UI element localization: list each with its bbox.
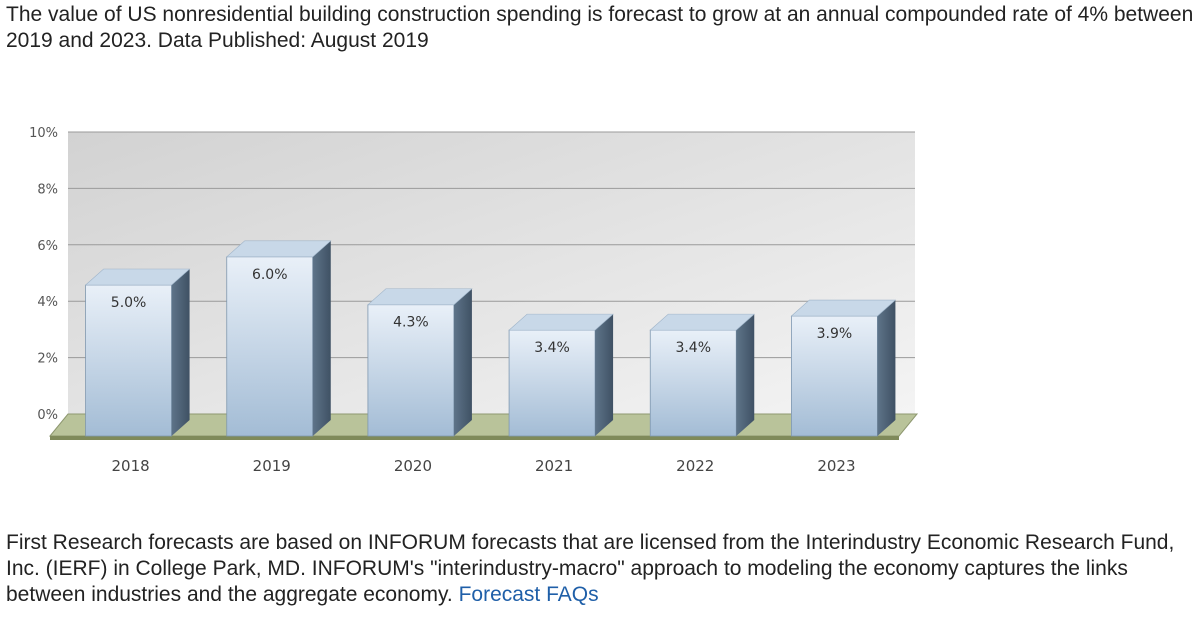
bar-top (225, 240, 332, 258)
bar-front (791, 315, 878, 437)
bar: 5.0% (84, 268, 191, 437)
y-tick-label: 4% (37, 295, 58, 310)
bar-side (736, 314, 755, 436)
bar-value-label: 4.3% (393, 315, 429, 331)
bar-value-label: 6.0% (252, 267, 288, 283)
bar-value-label: 3.4% (534, 340, 570, 356)
footer-body: First Research forecasts are based on IN… (6, 531, 1175, 606)
bar-value-label: 3.4% (675, 340, 711, 356)
y-tick-label: 6% (37, 239, 58, 254)
bar-front (85, 284, 172, 437)
bar: 3.4% (649, 313, 756, 437)
bar-top (649, 313, 756, 331)
bar-top (790, 299, 897, 317)
footer-text: First Research forecasts are based on IN… (6, 530, 1196, 608)
floor-edge (50, 436, 899, 440)
forecast-faqs-link[interactable]: Forecast FAQs (458, 583, 599, 606)
bar-side (595, 314, 614, 436)
bars: 5.0% 6.0% 4.3% 3.4% 3.4% 3.9% (84, 240, 897, 437)
x-axis: 2018 2019 2020 2021 2022 2023 (111, 457, 855, 475)
grid-lines (68, 131, 915, 359)
y-axis: 0% 2% 4% 6% 8% 10% (29, 126, 58, 423)
bar-top (367, 288, 473, 306)
headline: The value of US nonresidential building … (6, 3, 1194, 52)
x-tick-label: 2023 (817, 457, 855, 475)
x-tick-label: 2019 (253, 457, 291, 475)
bar: 3.9% (790, 299, 897, 437)
x-tick-label: 2022 (676, 457, 714, 475)
growth-bar-chart: 0% 2% 4% 6% 8% 10% 5.0% 6.0% 4.3% 3.4% 3.4% 3.9% 2… (0, 110, 940, 490)
bar-side (171, 269, 190, 436)
plot-background (68, 132, 915, 414)
plot-area (68, 132, 915, 414)
bar-side (312, 240, 331, 436)
bar: 4.3% (367, 288, 473, 437)
bar-front (226, 256, 314, 437)
x-tick-label: 2021 (535, 457, 573, 475)
bar-value-label: 5.0% (111, 295, 147, 311)
bar-front (367, 304, 455, 437)
bar-side (877, 300, 896, 436)
x-tick-label: 2018 (111, 457, 149, 475)
bar-value-label: 3.9% (817, 326, 853, 342)
x-tick-label: 2020 (394, 457, 432, 475)
y-tick-label: 2% (37, 352, 58, 367)
y-tick-label: 10% (29, 126, 58, 141)
bar-front (508, 329, 596, 437)
bar-front (649, 329, 737, 437)
chart-svg: 0% 2% 4% 6% 8% 10% 5.0% 6.0% 4.3% 3.4% 3.4% 3.9% 2… (29, 126, 919, 475)
bar: 3.4% (508, 313, 614, 437)
bar-top (508, 313, 614, 331)
y-tick-label: 8% (37, 182, 58, 197)
bar-side (453, 288, 472, 436)
bar-top (84, 268, 191, 286)
y-tick-label: 0% (37, 408, 58, 423)
bar: 6.0% (225, 240, 332, 437)
